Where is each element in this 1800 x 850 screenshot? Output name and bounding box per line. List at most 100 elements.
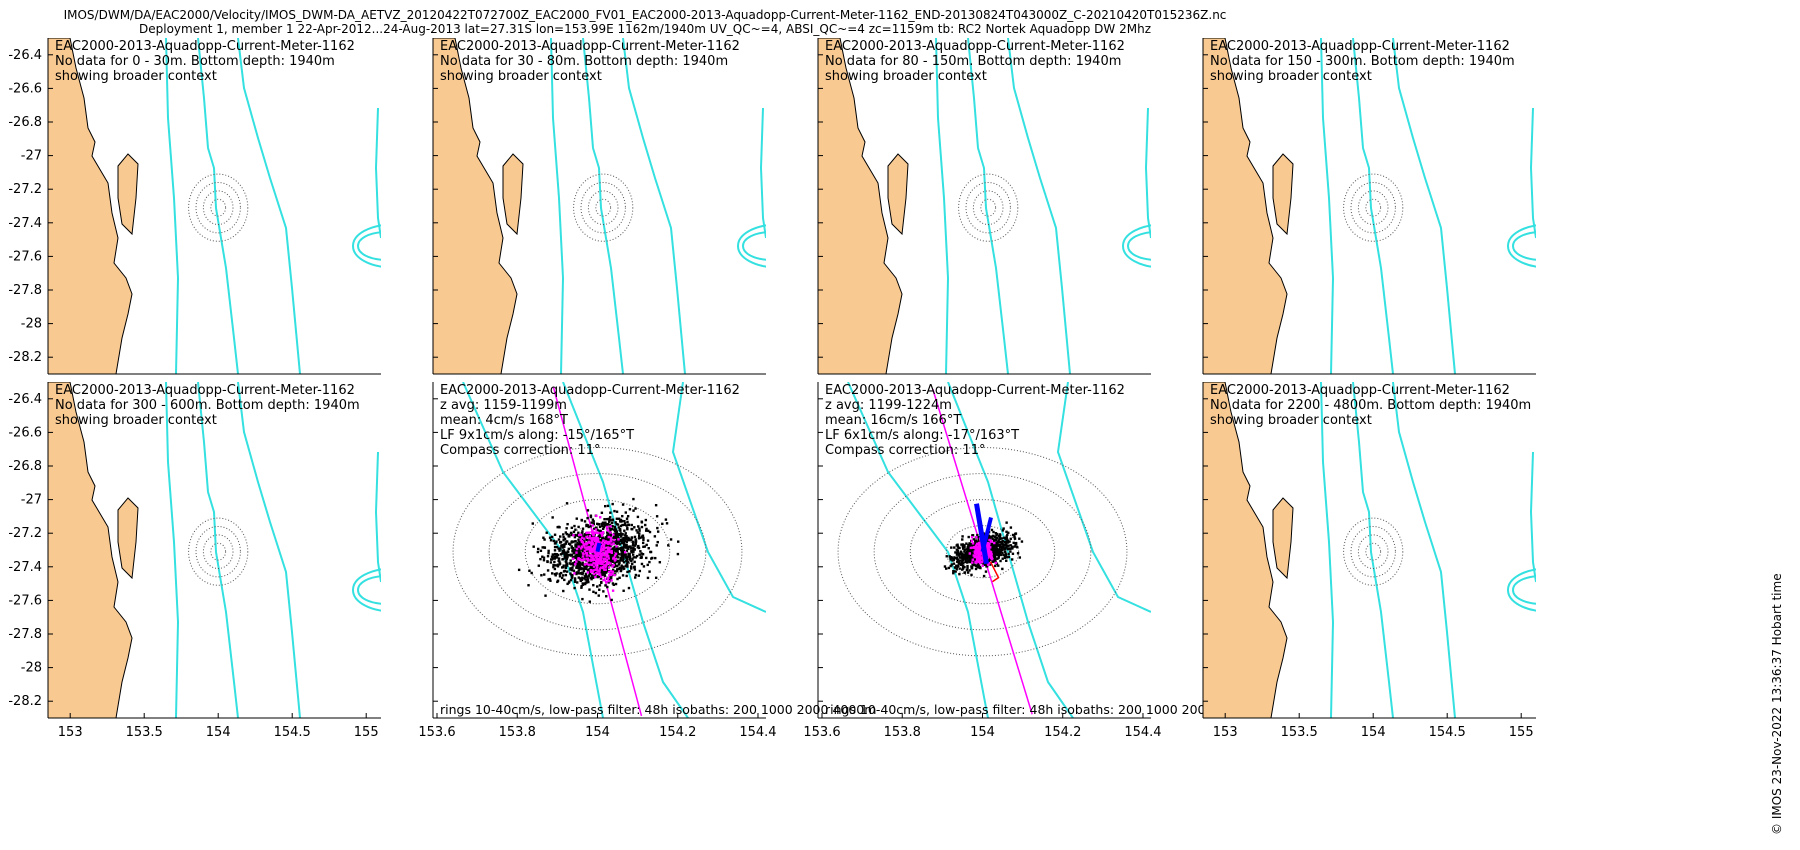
isobath-line	[1392, 382, 1456, 718]
land-mass	[1203, 38, 1288, 374]
velocity-point	[631, 527, 634, 531]
lowpass-point	[607, 561, 611, 564]
velocity-point	[573, 586, 576, 590]
velocity-point	[1014, 541, 1018, 545]
isobath-line	[374, 107, 381, 239]
lowpass-point	[623, 550, 627, 554]
velocity-point	[620, 555, 623, 558]
lowpass-point	[585, 548, 588, 551]
velocity-point	[634, 543, 637, 546]
velocity-point	[553, 560, 556, 564]
velocity-point	[549, 579, 552, 582]
lowpass-point	[598, 541, 601, 544]
velocity-point	[971, 534, 974, 537]
velocity-point	[565, 527, 568, 530]
velocity-point	[1014, 543, 1017, 546]
velocity-point	[993, 559, 997, 562]
velocity-point	[558, 575, 562, 578]
lowpass-point	[591, 529, 594, 532]
lowpass-point	[588, 545, 591, 549]
velocity-point	[571, 562, 574, 565]
isobath-line	[237, 38, 301, 374]
velocity-point	[629, 567, 633, 570]
lowpass-point	[584, 543, 587, 546]
velocity-point	[656, 540, 659, 544]
velocity-point	[1010, 558, 1014, 561]
velocity-point	[1013, 537, 1017, 540]
lowpass-point	[604, 568, 607, 571]
lowpass-point	[572, 534, 575, 537]
isobath-line	[847, 382, 989, 718]
velocity-point	[648, 530, 652, 534]
panel-annotation: Compass correction: 11°	[440, 443, 600, 458]
velocity-point	[586, 543, 590, 546]
velocity-point	[541, 555, 544, 558]
velocity-point	[608, 537, 611, 540]
lowpass-point	[591, 536, 594, 540]
velocity-point	[558, 562, 562, 565]
velocity-point	[553, 549, 557, 552]
lowpass-point	[583, 546, 587, 549]
lowpass-point	[608, 548, 611, 551]
lowpass-point	[602, 547, 605, 550]
speed-ring	[195, 525, 241, 578]
velocity-point	[589, 515, 593, 519]
x-tick-label: 153.8	[884, 725, 921, 740]
velocity-point	[622, 551, 625, 555]
velocity-point	[619, 532, 623, 535]
velocity-point	[578, 577, 582, 580]
lowpass-point	[588, 550, 592, 553]
velocity-point	[527, 584, 530, 587]
lowpass-point	[976, 551, 980, 554]
velocity-point	[581, 597, 584, 601]
x-tick-label: 154	[970, 725, 995, 740]
velocity-point	[555, 545, 559, 549]
lowpass-point	[593, 554, 596, 557]
velocity-point	[580, 518, 583, 522]
map-panel-p4: EAC2000-2013-Aquadopp-Current-Meter-1162…	[1202, 38, 1536, 375]
isobath-line	[622, 38, 686, 374]
land-mass	[48, 382, 133, 718]
velocity-point	[1000, 541, 1003, 545]
velocity-point	[549, 561, 553, 564]
lowpass-point	[596, 557, 599, 560]
velocity-point	[551, 557, 555, 560]
lowpass-point	[597, 560, 600, 563]
velocity-point	[575, 571, 579, 574]
velocity-point	[618, 576, 621, 579]
lowpass-point	[613, 573, 616, 577]
velocity-point	[552, 539, 555, 543]
velocity-point	[537, 564, 541, 567]
lowpass-point	[591, 542, 595, 546]
velocity-point	[950, 555, 953, 559]
velocity-point	[631, 558, 634, 561]
velocity-point	[608, 516, 612, 519]
isobath-loop	[1127, 231, 1151, 261]
velocity-point	[956, 543, 959, 546]
lowpass-point	[581, 541, 585, 544]
velocity-point	[612, 552, 615, 555]
velocity-point	[943, 565, 947, 568]
velocity-point	[576, 534, 579, 537]
lowpass-point	[599, 562, 602, 565]
velocity-point	[970, 573, 973, 577]
velocity-point	[569, 559, 572, 562]
velocity-point	[573, 556, 576, 559]
velocity-point	[944, 567, 948, 570]
velocity-point	[954, 551, 957, 554]
lowpass-point	[987, 549, 991, 552]
velocity-point	[997, 539, 1000, 542]
velocity-point	[581, 556, 584, 560]
velocity-point	[577, 571, 580, 575]
velocity-point	[628, 556, 632, 560]
lowpass-point	[591, 524, 594, 527]
velocity-point	[642, 536, 645, 540]
lowpass-point	[973, 555, 976, 559]
isobath-line	[165, 38, 180, 374]
velocity-point	[562, 565, 565, 569]
panel-annotation: LF 9x1cm/s along: -15°/165°T	[440, 428, 634, 443]
velocity-point	[604, 570, 608, 574]
velocity-point	[585, 550, 589, 553]
isobath-loop	[357, 575, 381, 605]
velocity-point	[995, 536, 999, 540]
